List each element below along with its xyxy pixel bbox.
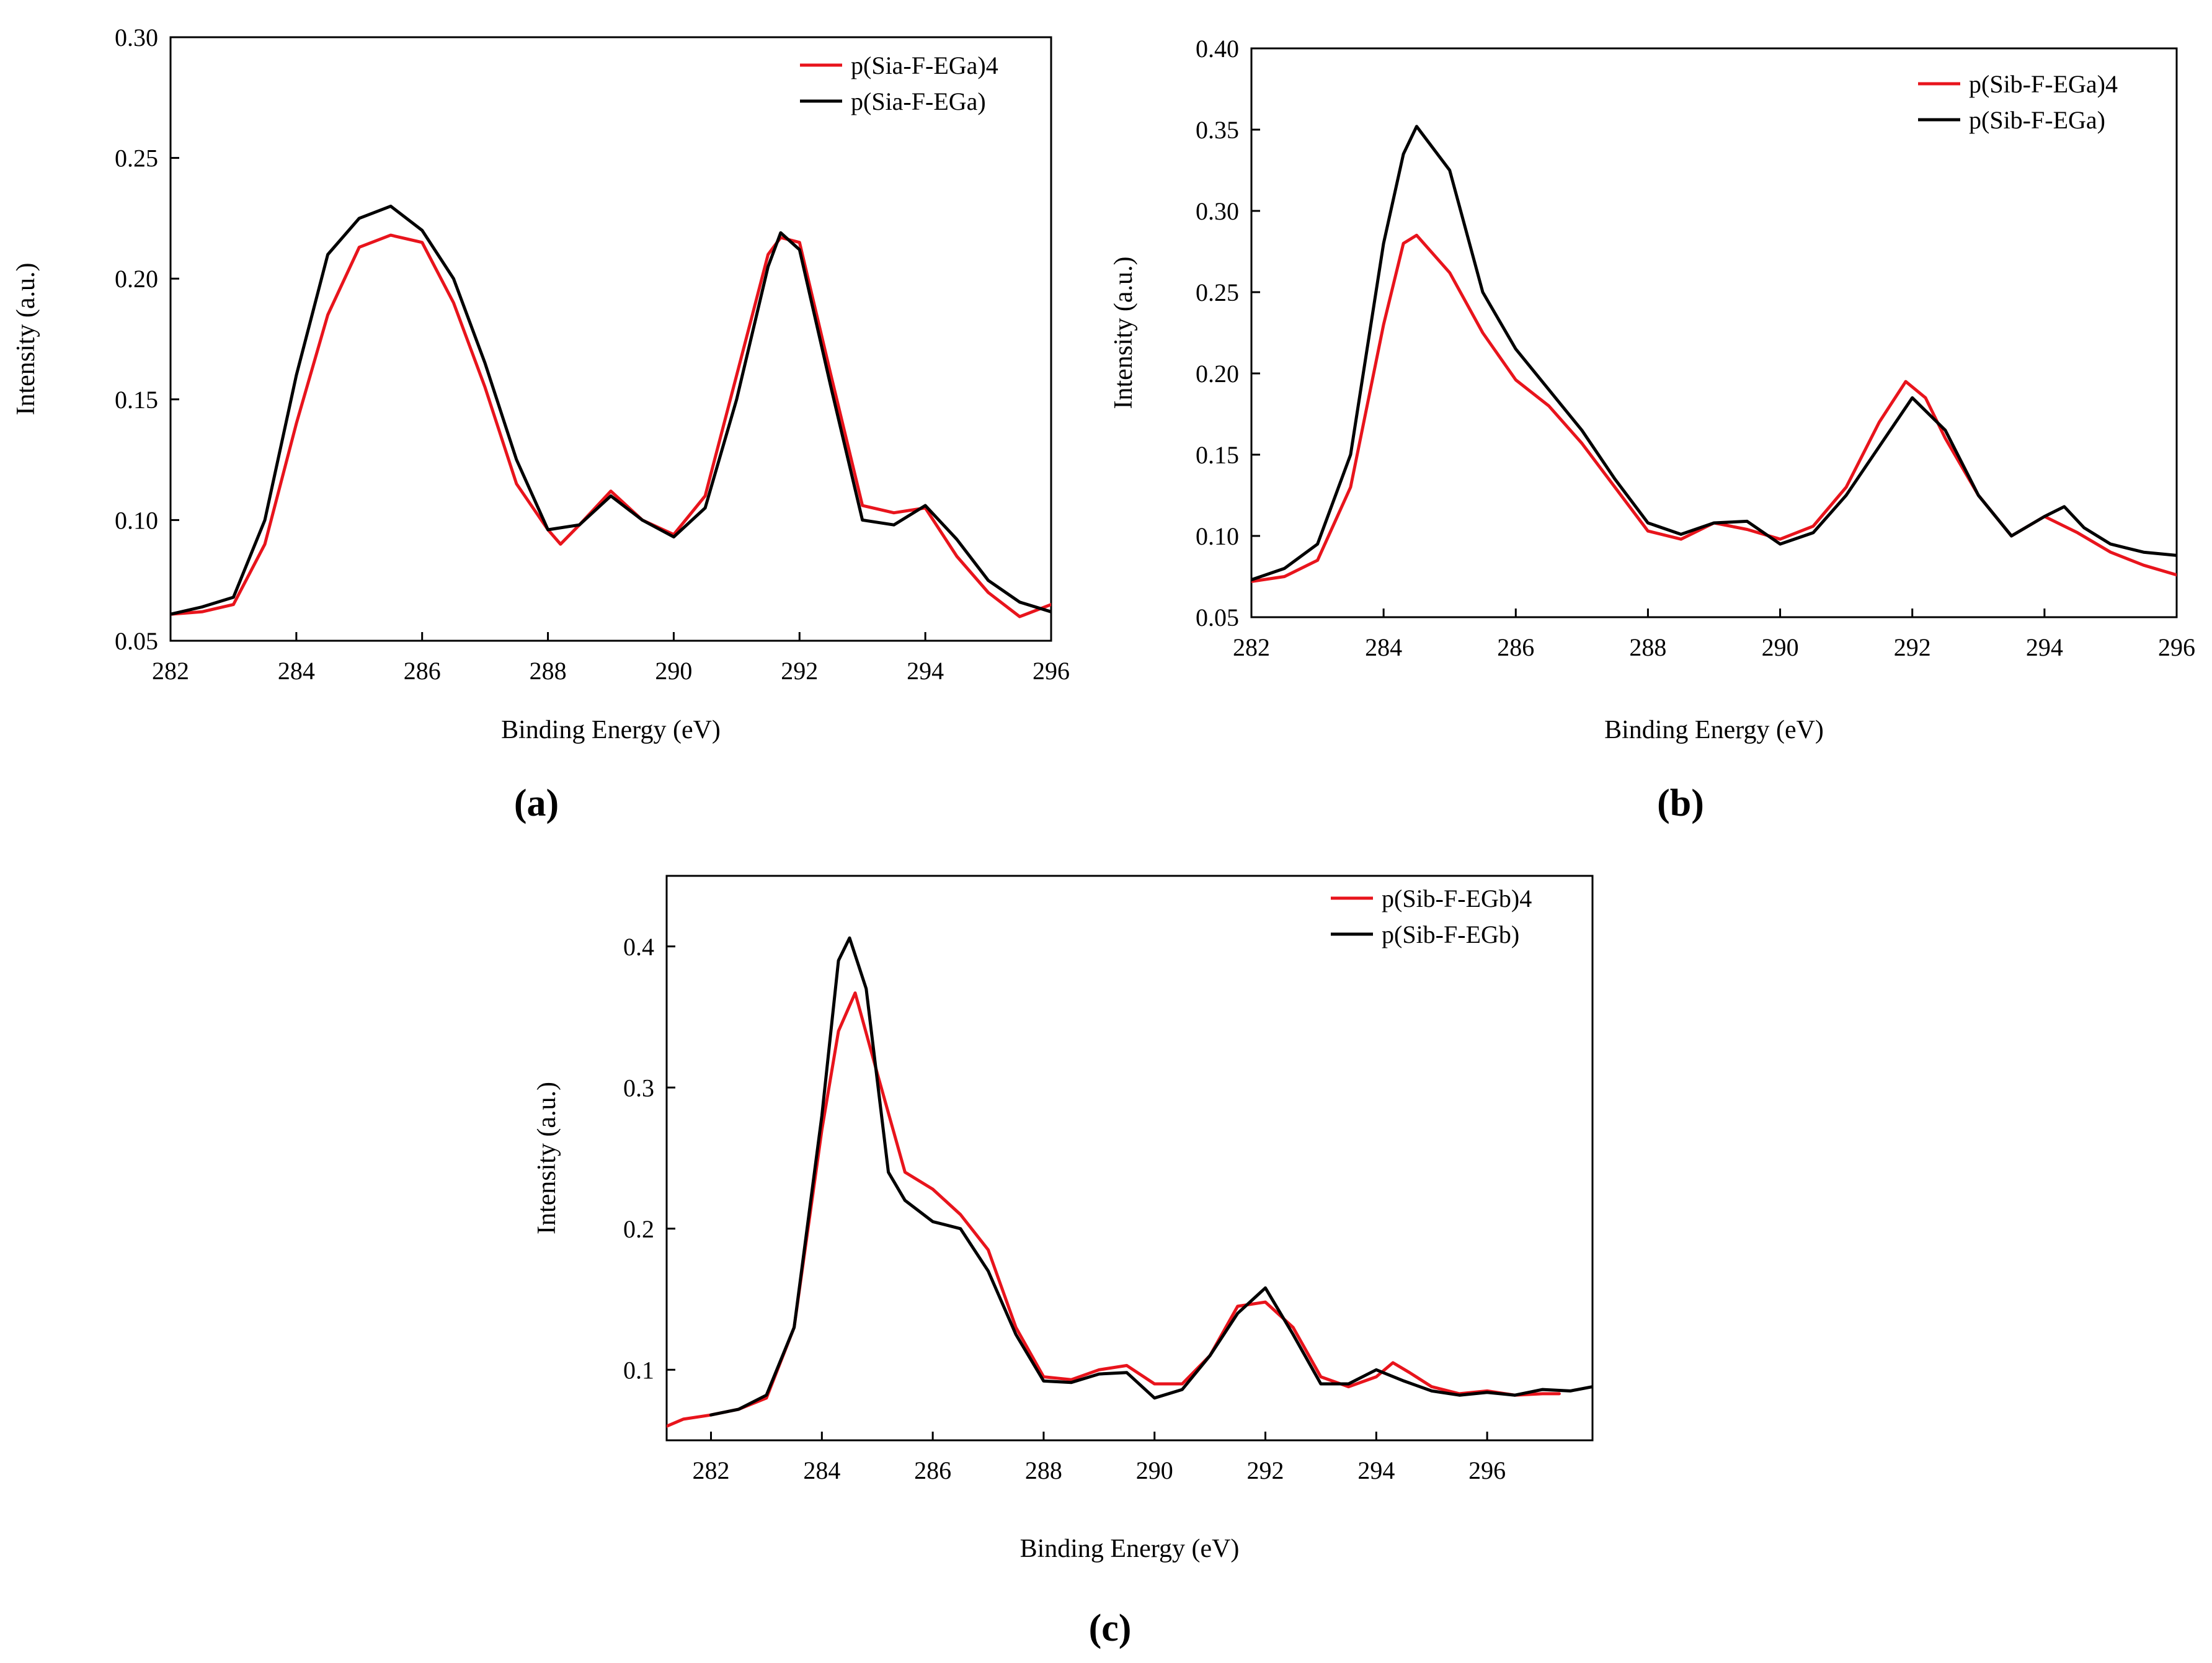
plot-frame [169,36,1052,642]
x-tick-label: 282 [152,657,189,685]
y-tick-label: 0.2 [623,1215,654,1243]
legend-label-2: p(Sia-F-EGa) [851,87,986,115]
legend-label-2: p(Sib-F-EGb) [1382,921,1519,948]
y-axis-title: Intensity (a.u.) [12,262,40,415]
x-tick-label: 294 [2026,633,2063,661]
y-tick-label: 0.20 [115,265,158,293]
y-tick-label: 0.35 [1196,116,1239,144]
y-tick-label: 0.30 [1196,197,1239,225]
legend-label-2: p(Sib-F-EGa) [1969,106,2105,134]
series-line-2 [171,204,1051,616]
x-tick-label: 296 [1033,657,1070,685]
panel-label: (c) [1089,1607,1132,1649]
x-tick-label: 296 [2158,633,2195,661]
x-tick-label: 290 [655,657,692,685]
x-tick-label: 294 [907,657,944,685]
legend-label-1: p(Sib-F-EGb)4 [1382,885,1532,912]
x-tick-label: 282 [1233,633,1270,661]
plot-frame [665,875,1594,1442]
y-tick-label: 0.20 [1196,360,1239,388]
x-tick-label: 284 [1365,633,1402,661]
x-tick-label: 294 [1357,1456,1395,1484]
x-axis-title: Binding Energy (eV) [501,716,721,744]
y-tick-label: 0.4 [623,933,654,961]
x-tick-label: 286 [1497,633,1534,661]
x-tick-label: 286 [404,657,441,685]
x-tick-label: 282 [693,1456,730,1484]
y-tick-label: 0.1 [623,1356,654,1384]
y-axis-title: Intensity (a.u.) [533,1082,561,1234]
y-tick-label: 0.10 [115,506,158,534]
x-tick-label: 290 [1762,633,1799,661]
chart-panel-2: 282 284 286 288 290 292 294 296 0.05 0.10 0.15 0.20… [1109,35,2195,824]
series-line-2 [709,936,1592,1417]
y-tick-label: 0.40 [1196,35,1239,63]
x-tick-label: 292 [1247,1456,1284,1484]
y-tick-label: 0.05 [1196,604,1239,631]
chart-panel-3: 282 284 286 288 290 292 294 296 0.1 0.2 0.3 0.4 Bind… [533,875,1594,1649]
legend-label-1: p(Sia-F-EGa)4 [851,51,998,79]
y-tick-label: 0.25 [115,145,158,172]
y-axis-title: Intensity (a.u.) [1109,256,1138,409]
plot-frame [1250,47,2178,618]
x-axis-title: Binding Energy (eV) [1020,1535,1240,1563]
panel-label: (b) [1657,782,1704,824]
y-tick-label: 0.30 [115,24,158,51]
y-tick-label: 0.05 [115,627,158,655]
y-tick-label: 0.15 [115,386,158,414]
series-line-2 [1251,125,2177,582]
x-tick-label: 296 [1468,1456,1506,1484]
series-line-1 [171,233,1051,618]
x-tick-label: 288 [530,657,567,685]
x-tick-label: 288 [1025,1456,1062,1484]
x-tick-label: 286 [914,1456,951,1484]
x-tick-label: 292 [1894,633,1931,661]
panel-label: (a) [514,782,559,824]
x-tick-label: 292 [781,657,818,685]
x-tick-label: 284 [278,657,315,685]
x-tick-label: 288 [1629,633,1666,661]
y-tick-label: 0.10 [1196,522,1239,550]
chart-panel-1: 282 284 286 288 290 292 294 296 0.05 0.10 0.15 0.20… [12,24,1070,824]
x-tick-label: 290 [1136,1456,1173,1484]
y-tick-label: 0.25 [1196,279,1239,306]
series-line-1 [1251,233,2177,583]
y-tick-label: 0.15 [1196,441,1239,469]
series-line-1 [667,991,1561,1428]
y-tick-label: 0.3 [623,1074,654,1102]
x-tick-label: 284 [803,1456,840,1484]
x-axis-title: Binding Energy (eV) [1604,716,1824,744]
legend-label-1: p(Sib-F-EGa)4 [1969,70,2118,98]
